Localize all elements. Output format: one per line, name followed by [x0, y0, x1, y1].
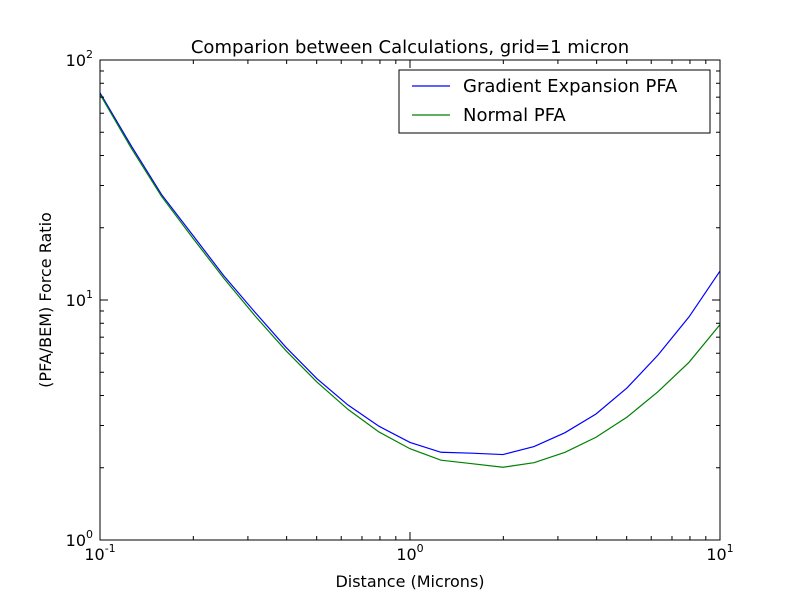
series-layer — [99, 92, 721, 468]
series-line-gradient-expansion-pfa — [99, 92, 721, 456]
chart-title: Comparion between Calculations, grid=1 m… — [191, 37, 629, 58]
y-axis-label: (PFA/BEM) Force Ratio — [36, 212, 55, 388]
legend: Gradient Expansion PFA Normal PFA — [398, 69, 711, 134]
legend-box — [398, 69, 711, 134]
legend-label-normal-pfa: Normal PFA — [463, 105, 566, 126]
x-tick-label: 10-1 — [84, 542, 115, 564]
y-tick-label: 100 — [66, 528, 93, 550]
x-axis-label: Distance (Microns) — [335, 572, 484, 591]
series-line-normal-pfa — [99, 93, 721, 468]
y-tick-label: 101 — [66, 288, 93, 310]
y-tick-label: 102 — [66, 48, 93, 70]
plot-frame — [99, 59, 721, 541]
legend-label-gradient-expansion-pfa: Gradient Expansion PFA — [463, 76, 678, 97]
x-tick-label: 100 — [396, 542, 423, 564]
x-tick-label: 101 — [706, 542, 733, 564]
